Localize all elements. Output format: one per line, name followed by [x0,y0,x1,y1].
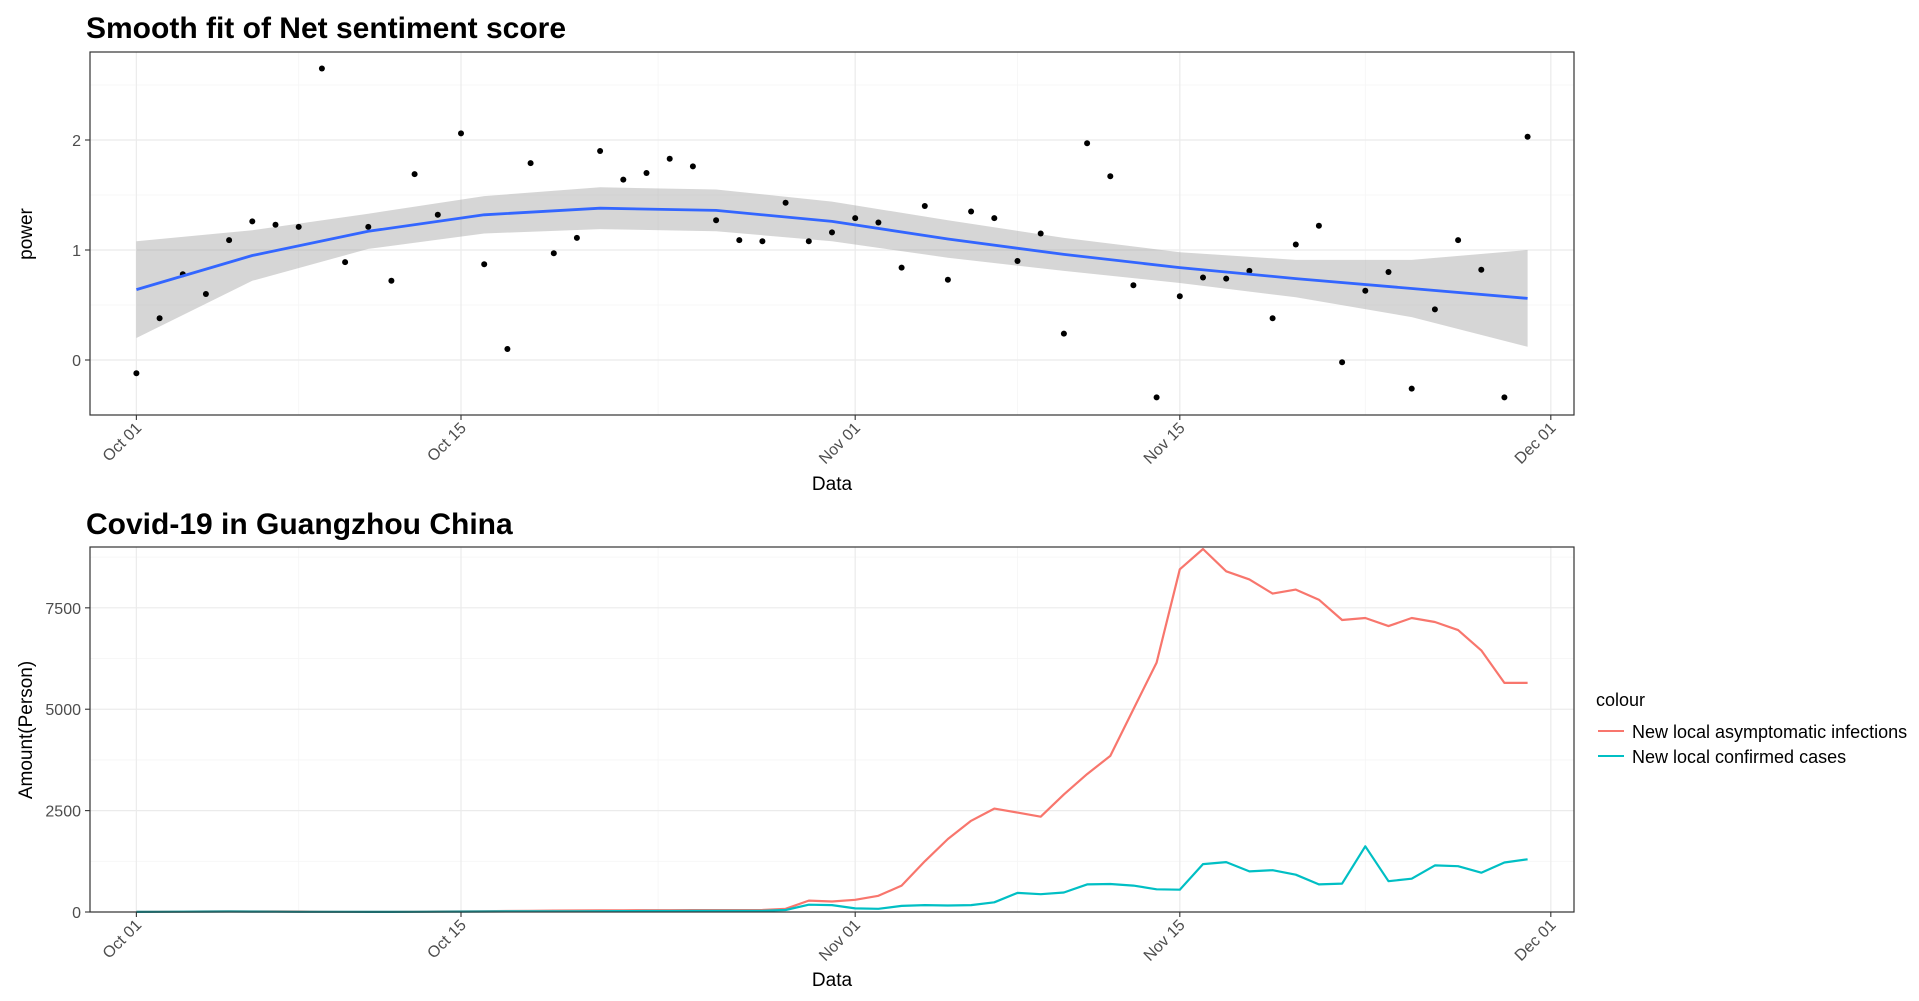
data-point [1385,269,1392,275]
data-point [1339,359,1346,366]
data-point [527,160,534,167]
chart2-panel-border [89,546,1575,913]
data-point [852,215,859,222]
chart2-y-axis-title: Amount(Person) [16,661,37,799]
chart2-panel [90,547,1574,912]
chart1-panel-border [89,51,1575,416]
data-point [1014,258,1021,264]
data-point [550,250,557,257]
chart2-x-tick-label: Dec 01 [1512,917,1560,965]
chart2-x-axis-title: Data [812,970,853,991]
chart1-x-tick-label: Dec 01 [1512,420,1560,468]
legend-label-confirmed: New local confirmed cases [1632,747,1846,767]
data-point [1223,275,1230,282]
chart1-y-tick-label: 1 [72,243,81,260]
confidence-ribbon [136,187,1528,347]
data-point [1153,394,1160,401]
data-point [272,221,279,228]
covid-chart: Covid-19 in Guangzhou China Oct 01 Oct 15… [16,508,1907,991]
chart1-x-tick-label: Oct 15 [424,420,469,465]
data-point [1362,287,1369,294]
data-point [991,215,998,222]
data-point [1084,140,1091,147]
chart1-smooth-line [136,206,1528,300]
data-point [921,203,928,209]
chart2-title: Covid-19 in Guangzhou China [86,508,513,541]
chart1-x-tick-label: Nov 01 [816,420,864,468]
data-point [736,237,743,244]
data-point [1107,173,1114,180]
data-point [898,264,905,271]
data-point [620,176,627,183]
data-point [805,238,812,245]
data-point [875,219,882,226]
data-point [388,277,395,284]
data-point [1200,274,1206,281]
data-point [1501,394,1508,401]
data-point [1478,266,1485,273]
data-point [1315,222,1322,229]
chart1-y-axis-title: power [16,207,37,259]
data-point [295,223,302,230]
data-point [504,346,511,352]
chart2-y-tick-label: 5000 [45,702,81,719]
data-point [365,223,372,230]
data-point [202,291,209,297]
chart1-ribbon [136,187,1528,347]
chart1-points [133,65,1531,401]
data-point [411,171,418,178]
chart2-x-tick-label: Oct 01 [100,917,145,962]
data-point [458,130,464,137]
data-point [226,237,233,244]
data-point [133,370,140,377]
data-point [968,208,975,215]
chart2-y-tick-label: 0 [72,905,81,922]
data-point [1524,133,1531,140]
data-point [1455,237,1462,244]
sentiment-chart: Smooth fit of Net sentiment score Oct 01… [16,12,1575,495]
data-point [666,155,673,162]
chart1-y-tick-label: 0 [72,353,81,370]
data-point [1060,330,1067,337]
chart2-x-tick-label: Nov 01 [816,917,864,965]
data-point [597,148,604,154]
chart2-y-tick-label: 7500 [45,601,81,618]
data-point [1130,282,1137,289]
data-point [156,315,163,322]
data-point [249,218,256,225]
data-point [713,217,720,224]
data-point [782,199,789,206]
chart2-x-tick-label: Nov 15 [1141,917,1189,965]
smooth-fit-line [136,206,1528,300]
chart2-x-tick-label: Oct 15 [424,917,469,962]
legend-label-asymptomatic: New local asymptomatic infections [1632,722,1907,742]
chart1-x-axis-title: Data [812,474,853,495]
data-point [1408,385,1415,392]
legend: colour New local asymptomatic infections… [1596,690,1907,767]
data-point [573,234,580,241]
chart1-title: Smooth fit of Net sentiment score [86,12,566,45]
chart1-y-tick-label: 2 [72,133,81,150]
data-point [1246,267,1253,274]
data-point [342,259,349,266]
data-point [1037,230,1044,237]
data-point [434,211,441,218]
data-point [1292,241,1299,248]
legend-title: colour [1596,690,1645,710]
data-point [318,65,325,72]
chart1-x-tick-label: Oct 01 [100,420,145,465]
data-point [1176,293,1183,300]
data-point [1269,315,1276,322]
data-point [481,261,488,268]
data-point [643,170,650,176]
chart1-grid [90,52,1574,416]
data-point [759,238,766,245]
data-point [689,163,696,170]
chart1-x-tick-label: Nov 15 [1141,420,1189,468]
data-point [1431,306,1438,313]
data-point [944,276,951,283]
data-point [829,229,835,236]
chart2-y-tick-label: 2500 [45,804,81,821]
